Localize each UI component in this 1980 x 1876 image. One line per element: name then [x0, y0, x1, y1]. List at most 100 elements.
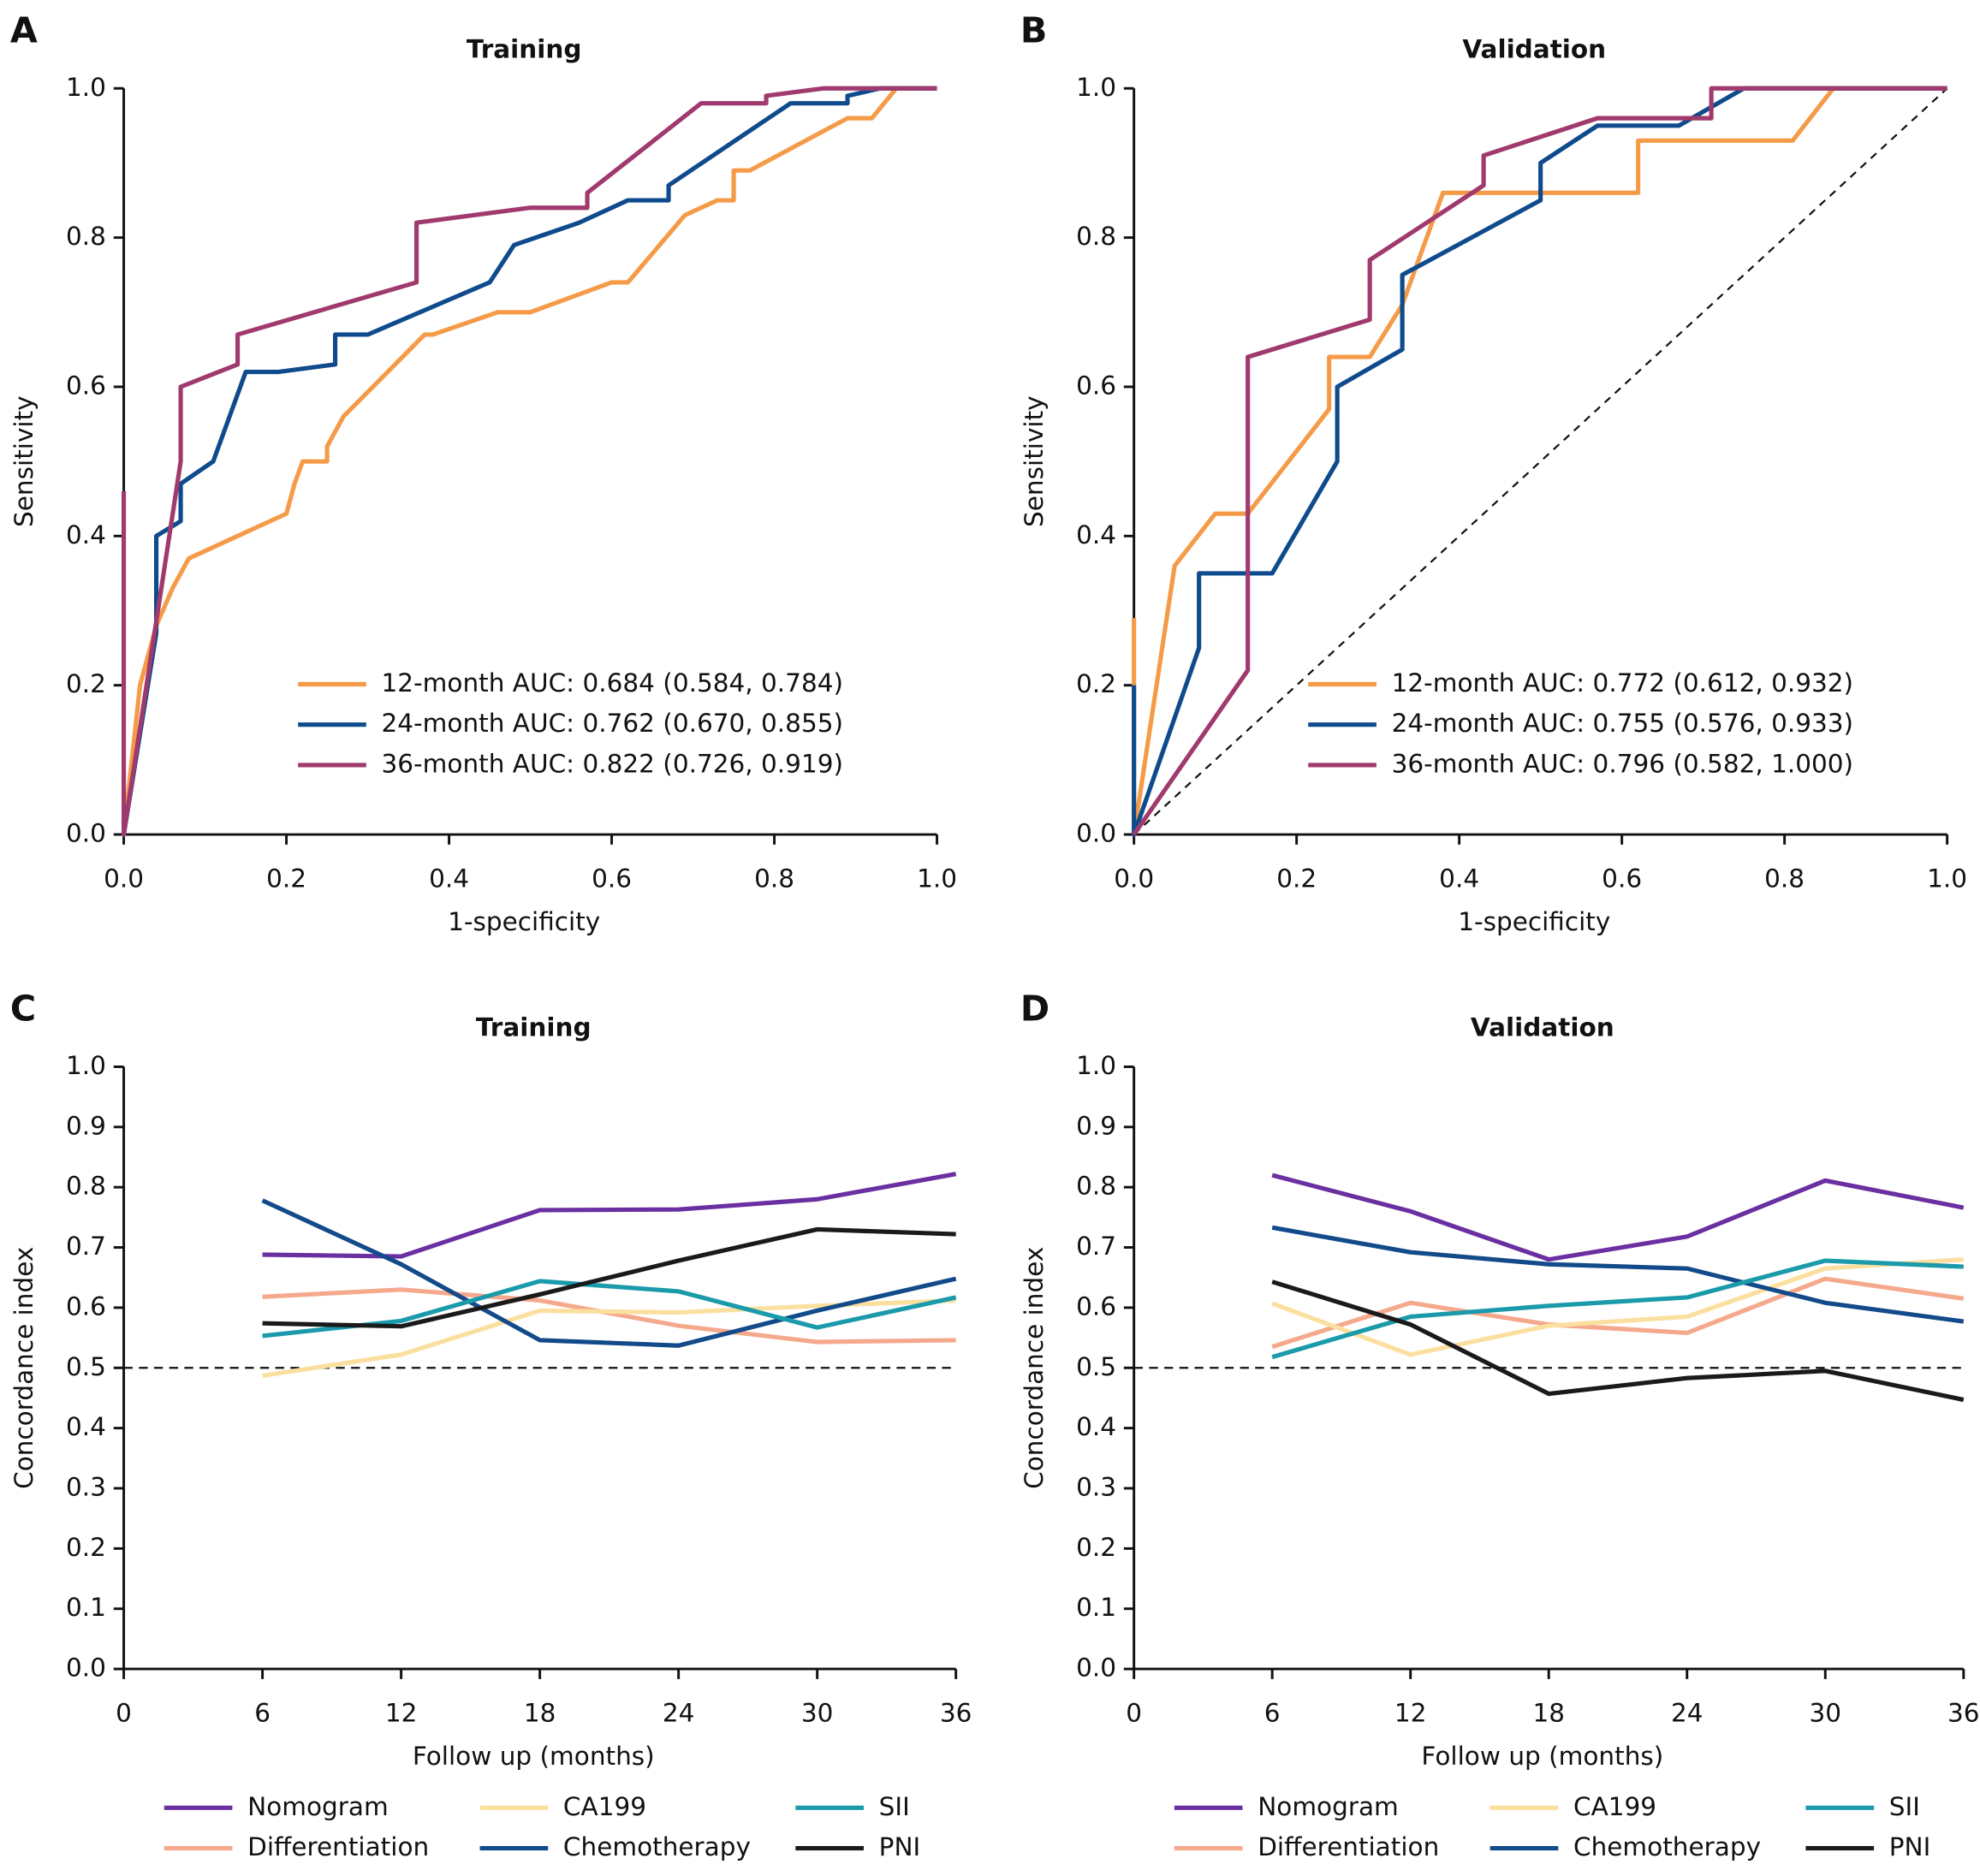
series-line	[262, 1172, 957, 1259]
y-tick-label: 0.6	[1076, 371, 1116, 400]
y-tick-label: 0.1	[1076, 1593, 1116, 1622]
series-line	[121, 86, 937, 837]
y-tick-label: 1.0	[1076, 73, 1116, 102]
y-axis-label: Concordance index	[1020, 1247, 1049, 1489]
series-line	[262, 1226, 956, 1329]
chart-title: Validation	[1462, 35, 1606, 64]
series-line	[1132, 86, 1947, 837]
legend-label: 12-month AUC: 0.772 (0.612, 0.932)	[1392, 668, 1853, 698]
y-tick-label: 0.9	[66, 1111, 106, 1140]
series-line	[261, 1198, 957, 1348]
panel-label: D	[1020, 988, 1049, 1030]
x-tick-label: 0	[1126, 1699, 1142, 1728]
y-tick-label: 1.0	[1076, 1051, 1116, 1080]
x-tick-label: 0.8	[1764, 864, 1805, 893]
y-tick-label: 0.3	[1076, 1472, 1116, 1501]
series-line	[122, 86, 937, 835]
y-tick-label: 0.4	[66, 520, 106, 549]
legend-label: Nomogram	[247, 1792, 389, 1821]
y-tick-label: 0.5	[1076, 1352, 1116, 1381]
series-line	[1271, 1258, 1964, 1360]
x-axis-label: 1-specificity	[448, 907, 600, 936]
x-tick-label: 1.0	[917, 864, 957, 893]
y-tick-label: 1.0	[66, 73, 106, 102]
y-tick-label: 0.0	[1076, 819, 1116, 848]
y-tick-label: 0.6	[66, 1291, 106, 1321]
series-line	[1271, 1172, 1965, 1262]
x-axis-label: Follow up (months)	[1421, 1742, 1663, 1771]
chart-title: Validation	[1471, 1013, 1614, 1042]
panel-label: A	[10, 9, 38, 50]
y-tick-label: 0.5	[66, 1352, 106, 1381]
reference-diagonal	[1133, 87, 1948, 835]
series-line	[1271, 1276, 1965, 1350]
legend-label: PNI	[879, 1832, 921, 1861]
x-tick-label: 6	[254, 1699, 271, 1728]
x-tick-label: 1.0	[1927, 864, 1967, 893]
x-tick-label: 0.2	[266, 864, 306, 893]
y-tick-label: 0.8	[1076, 222, 1116, 251]
y-tick-label: 0.0	[1076, 1653, 1116, 1683]
series-line	[1132, 86, 1947, 837]
y-tick-label: 0.7	[1076, 1232, 1116, 1261]
legend-label: 24-month AUC: 0.755 (0.576, 0.933)	[1392, 709, 1853, 738]
y-tick-label: 0.7	[66, 1232, 106, 1261]
y-tick-label: 0.6	[1076, 1291, 1116, 1321]
panel-label: C	[10, 988, 36, 1030]
legend-label: 36-month AUC: 0.822 (0.726, 0.919)	[382, 749, 844, 778]
y-tick-label: 0.8	[1076, 1172, 1116, 1201]
y-tick-label: 0.4	[1076, 520, 1116, 549]
x-tick-label: 0.2	[1276, 864, 1317, 893]
y-tick-label: 0.6	[66, 371, 106, 400]
legend-label: PNI	[1889, 1832, 1931, 1861]
x-tick-label: 24	[1671, 1699, 1704, 1728]
y-tick-label: 0.0	[66, 819, 106, 848]
legend-label: SII	[879, 1792, 910, 1821]
x-tick-label: 6	[1264, 1699, 1281, 1728]
x-tick-label: 0.4	[429, 864, 469, 893]
x-tick-label: 0.4	[1439, 864, 1479, 893]
legend-label: 24-month AUC: 0.762 (0.670, 0.855)	[382, 709, 844, 738]
series-line	[1271, 1257, 1964, 1357]
y-tick-label: 1.0	[66, 1051, 106, 1080]
legend-label: Chemotherapy	[1573, 1832, 1761, 1861]
series-line	[262, 1279, 957, 1339]
x-tick-label: 0.8	[754, 864, 794, 893]
y-tick-label: 0.4	[1076, 1412, 1116, 1441]
legend-label: Chemotherapy	[563, 1832, 751, 1861]
y-tick-label: 0.1	[66, 1593, 106, 1622]
x-tick-label: 24	[663, 1699, 695, 1728]
panel-label: B	[1020, 9, 1047, 50]
y-axis-label: Sensitivity	[1020, 395, 1049, 527]
y-tick-label: 0.2	[1076, 669, 1116, 698]
y-tick-label: 0.8	[66, 222, 106, 251]
x-tick-label: 12	[385, 1699, 418, 1728]
chart-title: Training	[476, 1013, 592, 1042]
series-line	[1271, 1279, 1965, 1403]
x-tick-label: 18	[524, 1699, 556, 1728]
legend-label: CA199	[563, 1792, 646, 1821]
x-tick-label: 12	[1394, 1699, 1427, 1728]
series-line	[1132, 86, 1947, 836]
y-tick-label: 0.2	[1076, 1533, 1116, 1562]
y-tick-label: 0.8	[66, 1172, 106, 1201]
legend-label: SII	[1889, 1792, 1920, 1821]
x-tick-label: 0.6	[1602, 864, 1642, 893]
y-tick-label: 0.0	[66, 1653, 106, 1683]
chart-title: Training	[467, 35, 582, 64]
x-tick-label: 30	[1810, 1699, 1842, 1728]
y-axis-label: Sensitivity	[9, 395, 39, 527]
y-axis-label: Concordance index	[9, 1247, 39, 1489]
x-tick-label: 0.0	[104, 864, 144, 893]
legend-label: Differentiation	[247, 1832, 429, 1861]
y-tick-label: 0.3	[66, 1472, 106, 1501]
x-tick-label: 0	[116, 1699, 132, 1728]
x-tick-label: 0.0	[1114, 864, 1154, 893]
legend-label: 36-month AUC: 0.796 (0.582, 1.000)	[1392, 749, 1853, 778]
x-tick-label: 36	[1947, 1699, 1980, 1728]
x-tick-label: 0.6	[592, 864, 632, 893]
y-tick-label: 0.4	[66, 1412, 106, 1441]
y-tick-label: 0.2	[66, 1533, 106, 1562]
series-line	[122, 86, 937, 835]
